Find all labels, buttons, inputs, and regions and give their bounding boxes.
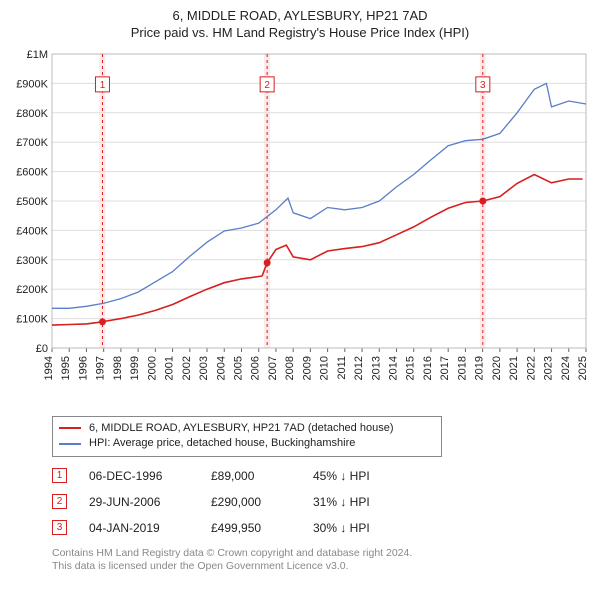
event-marker: 2	[52, 494, 67, 509]
event-row: 2 29-JUN-2006 £290,000 31% ↓ HPI	[52, 489, 590, 515]
event-date: 06-DEC-1996	[89, 469, 189, 483]
legend: 6, MIDDLE ROAD, AYLESBURY, HP21 7AD (det…	[52, 416, 442, 457]
legend-swatch	[59, 443, 81, 445]
attribution-footer: Contains HM Land Registry data © Crown c…	[52, 547, 590, 574]
svg-text:2016: 2016	[422, 356, 434, 380]
svg-text:1996: 1996	[77, 356, 89, 380]
svg-text:2017: 2017	[439, 356, 451, 380]
svg-text:1999: 1999	[129, 356, 141, 380]
svg-text:£300K: £300K	[16, 255, 48, 267]
event-marker: 3	[52, 520, 67, 535]
line-chart: £0 £100K £200K £300K £400K £500K £600K £700K £80…	[10, 48, 590, 408]
legend-label: 6, MIDDLE ROAD, AYLESBURY, HP21 7AD (det…	[89, 421, 393, 436]
svg-text:2025: 2025	[577, 356, 589, 380]
svg-text:£600K: £600K	[16, 166, 48, 178]
svg-text:2010: 2010	[319, 356, 331, 380]
svg-text:2003: 2003	[198, 356, 210, 380]
legend-label: HPI: Average price, detached house, Buck…	[89, 436, 355, 451]
svg-text:£700K: £700K	[16, 137, 48, 149]
svg-text:1997: 1997	[95, 356, 107, 380]
svg-text:£800K: £800K	[16, 108, 48, 120]
svg-text:£500K: £500K	[16, 196, 48, 208]
svg-text:2020: 2020	[491, 356, 503, 380]
svg-text:2013: 2013	[370, 356, 382, 380]
svg-text:1: 1	[100, 80, 106, 91]
event-price: £290,000	[211, 495, 291, 509]
svg-text:2000: 2000	[146, 356, 158, 380]
svg-text:2015: 2015	[405, 356, 417, 380]
footer-line1: Contains HM Land Registry data © Crown c…	[52, 547, 590, 561]
svg-text:2006: 2006	[250, 356, 262, 380]
svg-text:2022: 2022	[525, 356, 537, 380]
svg-text:2023: 2023	[543, 356, 555, 380]
svg-text:£100K: £100K	[16, 313, 48, 325]
event-diff: 45% ↓ HPI	[313, 469, 423, 483]
svg-text:2019: 2019	[474, 356, 486, 380]
svg-text:2005: 2005	[232, 356, 244, 380]
svg-text:£900K: £900K	[16, 78, 48, 90]
event-price: £89,000	[211, 469, 291, 483]
svg-text:2024: 2024	[560, 356, 572, 380]
svg-text:1995: 1995	[60, 356, 72, 380]
svg-text:2001: 2001	[164, 356, 176, 380]
svg-text:2009: 2009	[301, 356, 313, 380]
event-price: £499,950	[211, 521, 291, 535]
svg-text:1994: 1994	[43, 356, 55, 380]
event-list: 1 06-DEC-1996 £89,000 45% ↓ HPI 2 29-JUN-2006…	[52, 463, 590, 541]
event-diff: 30% ↓ HPI	[313, 521, 423, 535]
event-row: 3 04-JAN-2019 £499,950 30% ↓ HPI	[52, 515, 590, 541]
title-line1: 6, MIDDLE ROAD, AYLESBURY, HP21 7AD	[10, 8, 590, 25]
svg-text:2002: 2002	[181, 356, 193, 380]
chart-svg: £0 £100K £200K £300K £400K £500K £600K £700K £80…	[10, 48, 590, 408]
chart-container: 6, MIDDLE ROAD, AYLESBURY, HP21 7AD Pric…	[0, 0, 600, 584]
footer-line2: This data is licensed under the Open Gov…	[52, 560, 590, 574]
svg-text:2011: 2011	[336, 356, 348, 380]
svg-text:2012: 2012	[353, 356, 365, 380]
legend-row: 6, MIDDLE ROAD, AYLESBURY, HP21 7AD (det…	[59, 421, 435, 436]
event-marker: 1	[52, 468, 67, 483]
title-block: 6, MIDDLE ROAD, AYLESBURY, HP21 7AD Pric…	[10, 8, 590, 42]
svg-text:£400K: £400K	[16, 225, 48, 237]
title-line2: Price paid vs. HM Land Registry's House …	[10, 25, 590, 42]
event-date: 29-JUN-2006	[89, 495, 189, 509]
legend-swatch	[59, 427, 81, 429]
event-row: 1 06-DEC-1996 £89,000 45% ↓ HPI	[52, 463, 590, 489]
svg-text:£1M: £1M	[27, 49, 48, 61]
svg-text:1998: 1998	[112, 356, 124, 380]
svg-text:£200K: £200K	[16, 284, 48, 296]
svg-text:£0: £0	[36, 343, 48, 355]
svg-text:2007: 2007	[267, 356, 279, 380]
svg-text:2004: 2004	[215, 356, 227, 380]
svg-text:3: 3	[480, 80, 486, 91]
svg-text:2: 2	[264, 80, 270, 91]
event-diff: 31% ↓ HPI	[313, 495, 423, 509]
legend-row: HPI: Average price, detached house, Buck…	[59, 436, 435, 451]
svg-text:2018: 2018	[456, 356, 468, 380]
svg-text:2008: 2008	[284, 356, 296, 380]
svg-text:2014: 2014	[388, 356, 400, 380]
svg-text:2021: 2021	[508, 356, 520, 380]
event-date: 04-JAN-2019	[89, 521, 189, 535]
